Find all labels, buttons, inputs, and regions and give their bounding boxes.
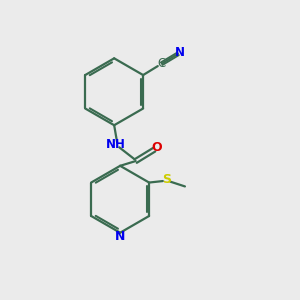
Text: C: C [158, 57, 166, 70]
Text: N: N [115, 230, 125, 243]
Text: N: N [175, 46, 185, 59]
Text: O: O [152, 141, 162, 154]
Text: NH: NH [106, 138, 126, 151]
Text: S: S [162, 173, 171, 186]
